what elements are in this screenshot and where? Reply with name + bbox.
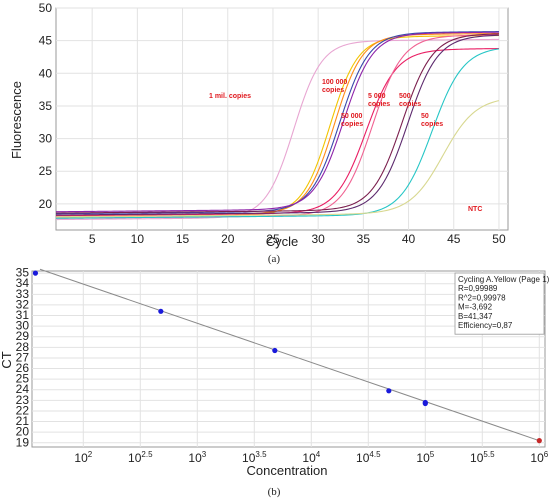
chart-a-x-tick-label: 45 [447,232,461,246]
chart-b-y-tick-label: 21 [16,414,30,428]
chart-b-y-tick-label: 31 [16,308,30,322]
curve-1-mil-copies [55,38,499,221]
info-box-line: B=41,347 [458,312,493,321]
chart-a-x-tick-label: 15 [176,232,190,246]
standard-point [422,400,428,407]
chart-a-curves [55,31,500,221]
chart-a-x-tick-label: 35 [357,232,371,246]
chart-a-y-tick-label: 45 [39,34,53,48]
standard-point [32,270,39,276]
chart-b-y-axis-title: CT [0,351,14,368]
chart-a-y-tick-label: 25 [39,164,53,178]
chart-b-x-ticks: 102 102.5 103 103.5 104 104.5 105 105.5 106 [74,450,548,465]
curve-50-000-copies [55,31,499,215]
chart-b-x-tick-label: 105 [416,450,434,465]
chart-a-plot-area [55,7,509,231]
chart-b-x-tick-label: 106 [530,450,548,465]
curve-50-000-copies-b [55,31,499,213]
curve-label-500-copies: 500 copies [399,93,421,108]
chart-b-x-tick-label: 103.5 [242,450,267,465]
curve-label-50-000-copies: 50 000 copies [341,113,363,128]
chart-a-y-tick-label: 35 [39,99,53,113]
chart-a-panel-label: (a) [268,253,281,265]
chart-a-x-tick-label: 5 [89,232,96,246]
info-box-line: R=0,99989 [458,284,498,293]
chart-a-y-tick-label: 40 [39,66,53,80]
curve-label-5-000-copies: 5 000 copies [368,93,390,108]
chart-b-y-tick-label: 26 [16,361,30,375]
chart-b-x-tick-label: 102.5 [128,450,153,465]
chart-b-panel-label: (b) [268,486,281,498]
chart-b-y-tick-label: 28 [16,340,30,354]
chart-b-y-tick-label: 19 [16,435,30,449]
chart-b-x-tick-label: 102 [74,450,92,465]
chart-b-info-box: Cycling A.Yellow (Page 1):R=0,99989R^2=0… [454,272,550,335]
info-box-line: M=-3,692 [458,303,493,312]
standard-point [386,388,392,394]
curve-label-1-mil-copies: 1 mil. copies [209,93,251,100]
chart-a-x-tick-label: 20 [221,232,235,246]
info-box-line: R^2=0,99978 [458,293,506,302]
chart-a-y-axis-title: Fluorescence [9,81,24,159]
curve-50-copies [55,48,500,219]
curve-500-copies [55,33,499,214]
chart-b-x-tick-label: 104 [302,450,320,465]
chart-b-y-tick-label: 20 [16,425,30,439]
chart-b-y-tick-label: 24 [16,382,30,396]
standard-point [272,347,278,354]
chart-b-fit-line [39,268,540,442]
chart-a-x-tick-label: 30 [311,232,325,246]
chart-b-y-tick-label: 30 [16,319,30,333]
chart-b-y-tick-label: 22 [16,403,30,417]
chart-b-y-tick-label: 29 [16,329,30,343]
chart-a-y-ticks: 20 25 30 35 40 45 50 [39,1,53,211]
curve-label-100-000-copies: 100 000 copies [322,79,347,94]
chart-b-y-tick-label: 34 [16,276,30,290]
chart-a-x-ticks: 5 10 15 20 25 30 35 40 45 50 [89,232,506,246]
info-box-frame [454,272,545,335]
chart-a-x-axis-title: Cycle [266,234,299,249]
chart-b-y-tick-label: 25 [16,372,30,386]
standard-point [536,438,542,444]
chart-b-y-tick-label: 32 [16,297,30,311]
chart-b-x-tick-label: 105.5 [470,450,495,465]
chart-a-y-tick-label: 30 [39,132,53,146]
chart-b-x-tick-label: 104.5 [356,450,381,465]
chart-a-y-tick-label: 50 [39,1,53,15]
chart-a-x-tick-label: 10 [131,232,145,246]
chart-b-points [32,270,542,444]
standard-point [158,308,164,314]
chart-b-x-tick-label: 103 [188,450,206,465]
chart-b-x-axis-title: Concentration [247,463,328,478]
chart-a-curve-labels: 1 mil. copies 100 000 copies 50 000 copies 5 … [209,79,482,213]
chart-b-y-tick-label: 27 [16,350,30,364]
chart-b-y-tick-label: 23 [16,393,30,407]
info-box-line: Efficiency=0,87 [458,321,513,330]
info-box-line: Cycling A.Yellow (Page 1): [458,275,550,284]
chart-a-x-tick-label: 25 [266,232,280,246]
fit-line [39,268,540,442]
chart-a-x-tick-label: 50 [492,232,506,246]
curve-label-ntc: NTC [468,206,482,213]
chart-a-y-tick-label: 20 [39,197,53,211]
chart-b-y-tick-label: 35 [16,266,30,280]
chart-a-grid [56,7,508,230]
chart-a-x-tick-label: 40 [402,232,416,246]
chart-b-y-tick-label: 33 [16,287,30,301]
curve-ntc [55,100,500,218]
curve-500-copies-b [55,34,499,216]
curve-label-50-copies: 50 copies [421,113,443,128]
